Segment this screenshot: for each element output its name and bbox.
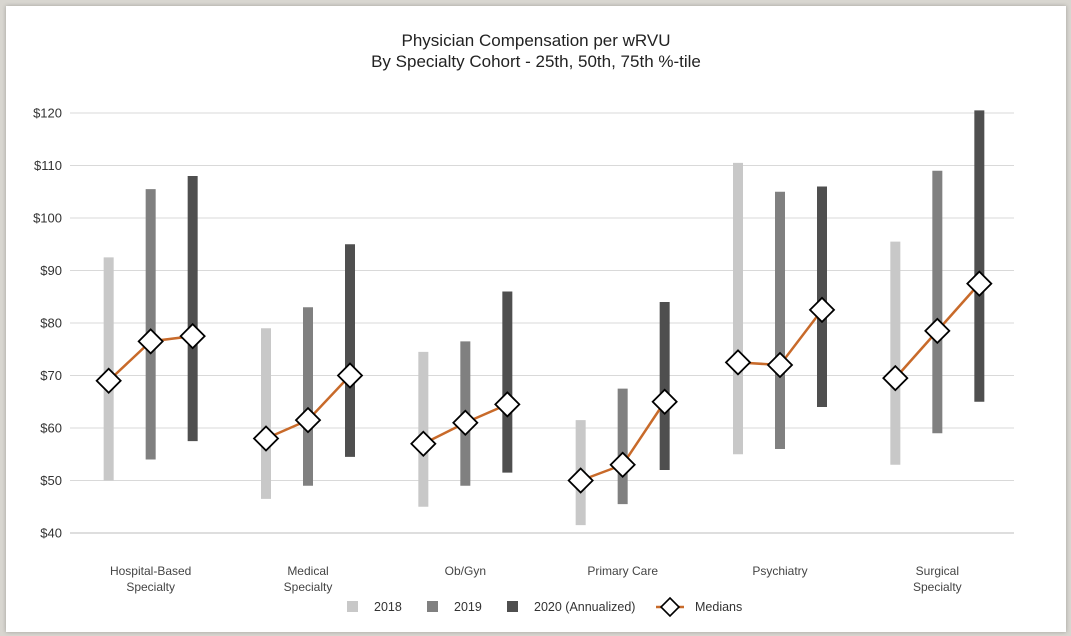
legend-label[interactable]: Medians	[695, 600, 742, 614]
x-tick-label: Ob/Gyn	[445, 564, 486, 578]
y-tick-label: $110	[34, 158, 62, 173]
x-tick-label: Psychiatry	[752, 564, 807, 578]
range-bar	[303, 307, 313, 486]
chart-card: Physician Compensation per wRVU By Speci…	[6, 6, 1066, 632]
median-marker	[766, 351, 794, 379]
y-tick-label: $120	[33, 106, 62, 121]
range-bar	[418, 351, 429, 507]
median-marker	[494, 391, 521, 418]
legend-label[interactable]: 2019	[454, 600, 482, 614]
range-bar	[775, 191, 785, 449]
range-bar	[974, 110, 985, 402]
range-bar	[733, 162, 743, 455]
median-marker	[410, 430, 437, 458]
median-marker	[966, 270, 993, 297]
median-marker	[651, 388, 678, 416]
range-bar	[617, 388, 628, 505]
x-tick-label: Specialty	[913, 580, 962, 594]
y-tick-label: $60	[40, 421, 62, 436]
x-tick-label: Primary Care	[587, 564, 658, 578]
legend-swatch[interactable]	[507, 601, 518, 612]
y-tick-label: $100	[33, 211, 62, 226]
y-tick-label: $90	[40, 263, 62, 278]
median-marker	[924, 317, 951, 345]
range-bar	[345, 244, 355, 457]
chart-title: Physician Compensation per wRVU	[401, 31, 671, 50]
y-tick-label: $70	[40, 368, 62, 383]
median-marker	[808, 296, 836, 324]
median-marker	[724, 349, 752, 376]
x-tick-label: Specialty	[126, 580, 175, 594]
median-marker	[567, 467, 594, 494]
median-marker	[336, 362, 364, 389]
chart-plot: $40 $50 $60 $70 $80 $90 $100 $110 $120 Hospital-B…	[33, 106, 1014, 618]
x-tick-label: Hospital-Based	[110, 564, 191, 578]
range-bar	[502, 291, 513, 473]
median-marker	[137, 328, 164, 355]
x-tick-label: Surgical	[916, 564, 959, 578]
x-tick-label: Medical	[287, 564, 328, 578]
range-bar	[145, 189, 156, 460]
range-bar	[932, 170, 943, 434]
range-bar	[261, 328, 271, 499]
median-marker	[95, 367, 122, 395]
median-marker	[252, 425, 280, 452]
median-marker	[179, 322, 206, 350]
range-bar	[187, 176, 198, 442]
median-marker	[609, 451, 636, 479]
chart-subtitle: By Specialty Cohort - 25th, 50th, 75th %…	[371, 52, 701, 71]
legend-label[interactable]: 2020 (Annualized)	[534, 600, 635, 614]
legend-swatch[interactable]	[347, 601, 358, 612]
legend-label[interactable]: 2018	[374, 600, 402, 614]
legend-swatch[interactable]	[427, 601, 438, 612]
range-bar	[890, 241, 901, 465]
median-marker	[882, 364, 909, 392]
median-marker	[294, 406, 322, 434]
x-tick-label: Specialty	[284, 580, 333, 594]
y-tick-label: $80	[40, 316, 62, 331]
median-marker	[452, 409, 479, 437]
range-bar	[659, 302, 670, 470]
y-tick-label: $40	[40, 526, 62, 541]
legend-median-marker[interactable]	[659, 596, 681, 618]
y-tick-label: $50	[40, 473, 62, 488]
